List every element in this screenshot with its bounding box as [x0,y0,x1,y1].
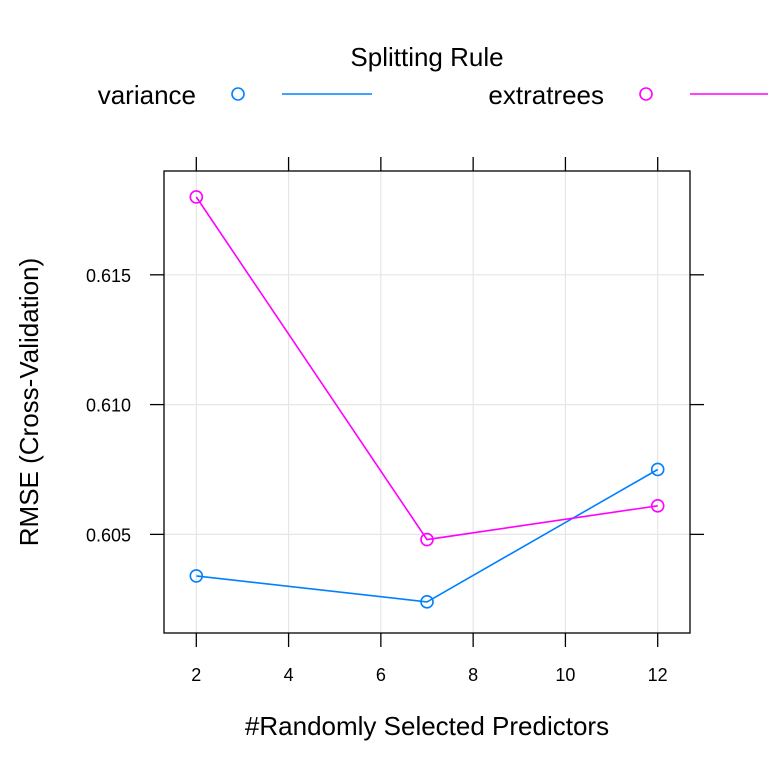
legend-label-extratrees: extratrees [488,80,604,110]
legend-title: Splitting Rule [350,42,503,72]
series-line-extratrees [195,196,658,541]
data-point-variance [420,595,434,609]
legend-marker-variance [231,87,245,101]
x-axis-title: #Randomly Selected Predictors [245,711,609,741]
data-point-extratrees [189,190,204,204]
data-point-extratrees [420,532,434,547]
legend-marker-extratrees [639,87,653,101]
x-tick-label: 8 [468,665,478,685]
series-line-variance [196,468,659,603]
x-tick-label: 12 [648,665,668,685]
y-tick-label: 0.615 [86,266,131,286]
data-point-extratrees [650,499,665,513]
grid-lines [164,171,690,633]
y-tick-label: 0.610 [86,396,131,416]
legend-item-variance: variance [98,80,372,110]
y-tick-label: 0.605 [86,525,131,545]
axis-ticks: 2 4 6 8 10 12 0.605 0.610 0.615 [86,157,704,685]
x-tick-label: 4 [284,665,294,685]
x-tick-label: 2 [191,665,201,685]
legend-label-variance: variance [98,80,196,110]
data-series [189,190,665,609]
x-tick-label: 6 [376,665,386,685]
y-axis-title: RMSE (Cross-Validation) [14,258,44,546]
legend-item-extratrees: extratrees [488,80,768,110]
legend: Splitting Rule variance extratrees [98,42,768,110]
plot-frame [163,170,691,634]
x-tick-label: 10 [555,665,575,685]
data-point-variance [189,569,204,583]
data-point-variance [650,462,665,477]
